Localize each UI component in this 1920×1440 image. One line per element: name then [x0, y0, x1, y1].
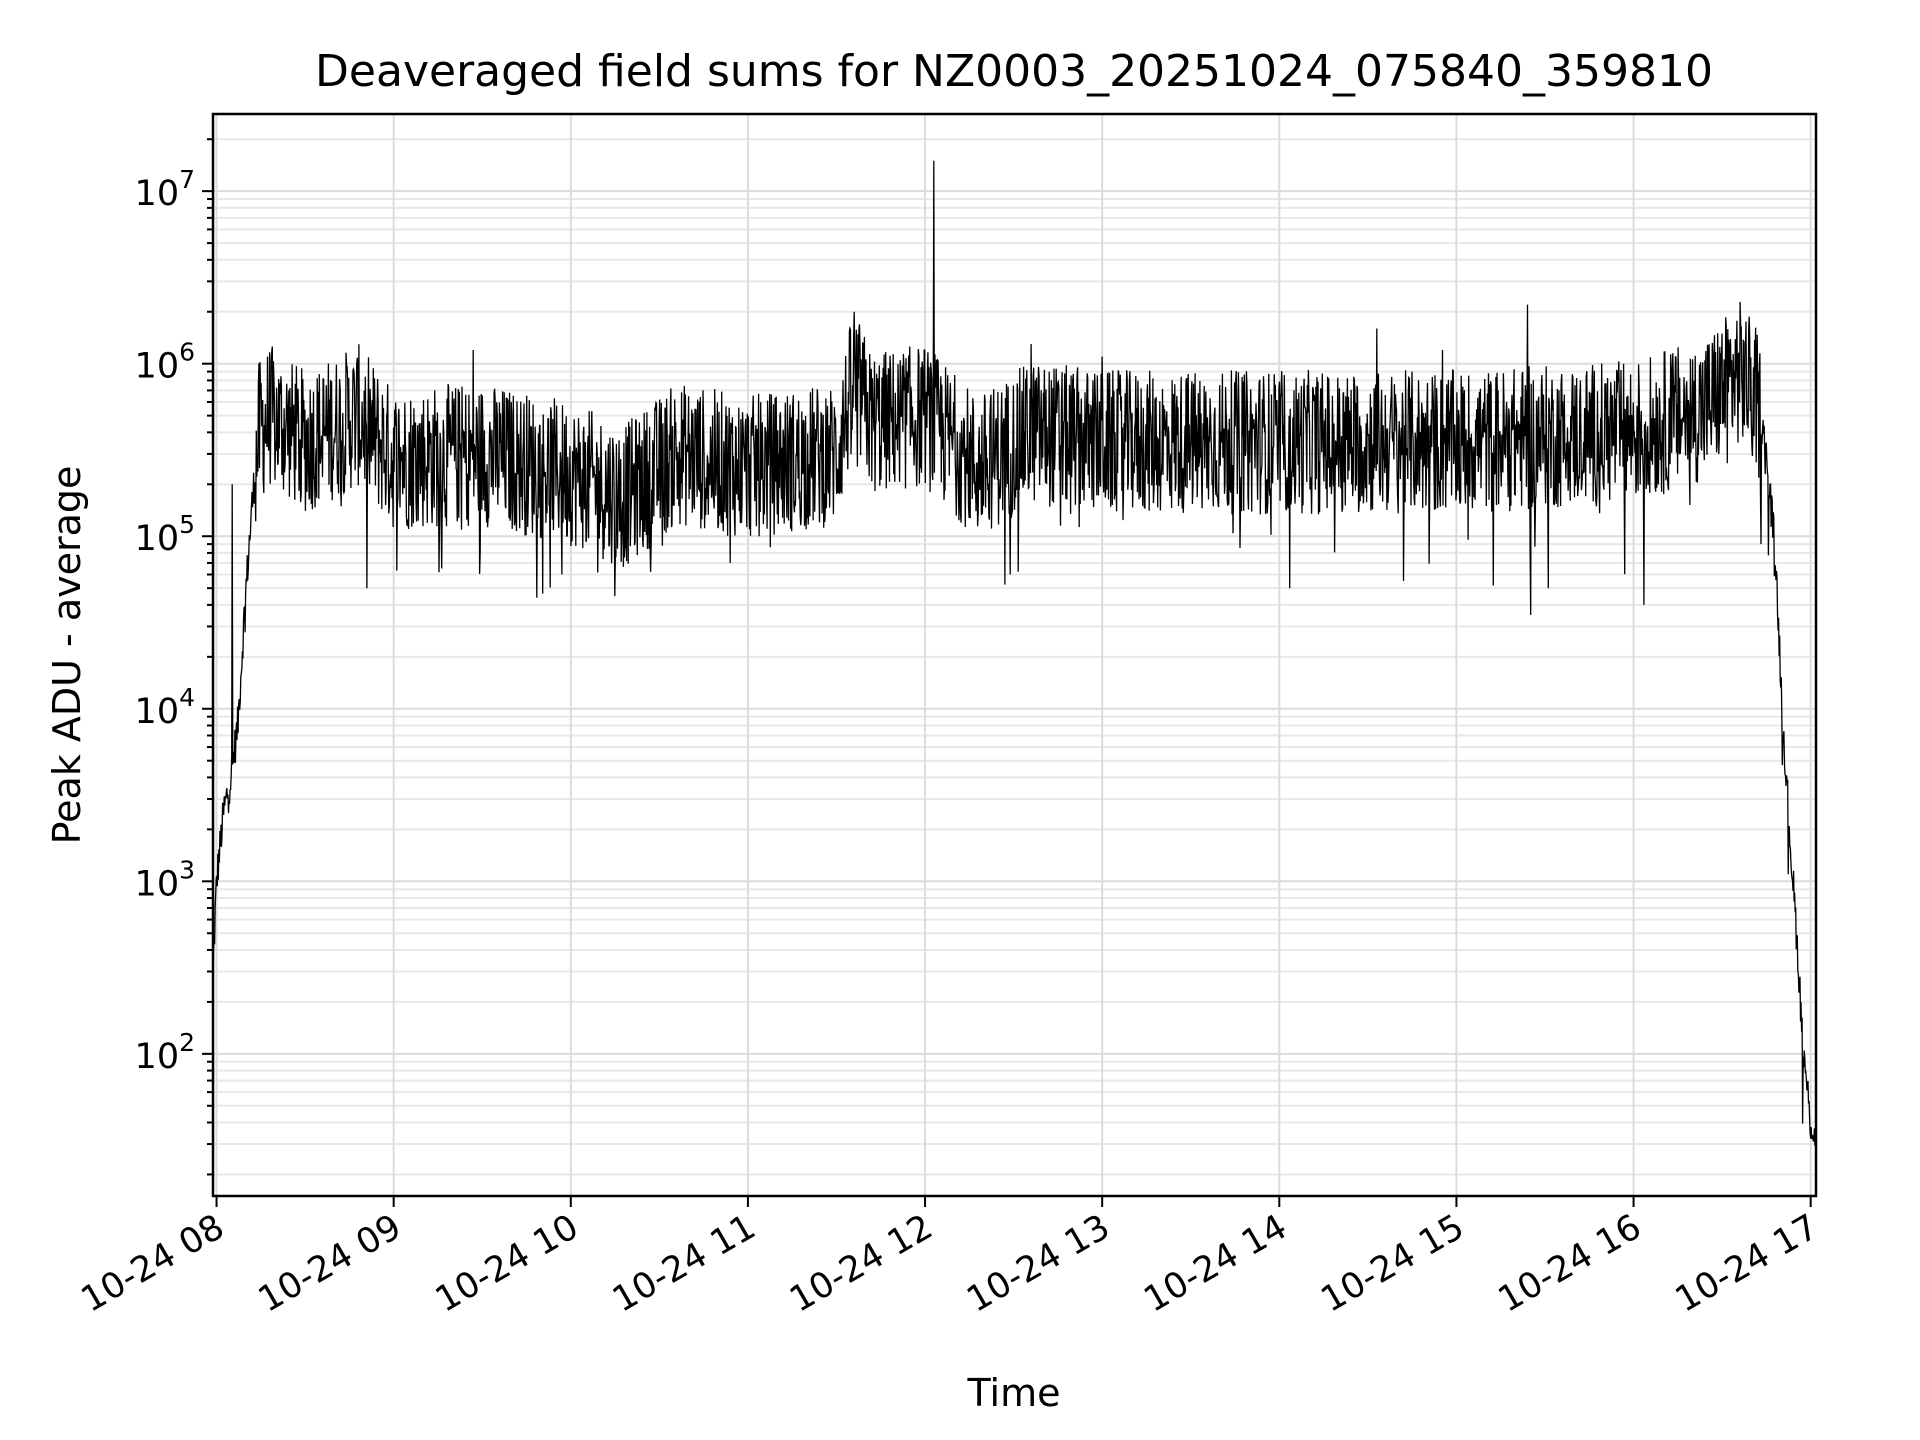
series-layer — [212, 160, 1817, 1146]
chart-title: Deaveraged field sums for NZ0003_2025102… — [315, 46, 1713, 97]
x-axis-label: Time — [967, 1371, 1061, 1415]
y-tick-label: 107 — [135, 165, 195, 214]
y-tick-label: 104 — [135, 683, 195, 732]
y-tick-label: 105 — [135, 510, 195, 559]
y-tick-label: 102 — [135, 1028, 195, 1077]
y-axis-label: Peak ADU - average — [45, 466, 89, 845]
plot-frame — [211, 112, 1818, 1198]
y-tick-label: 106 — [135, 338, 195, 387]
series-line — [212, 160, 1817, 1146]
y-tick-label: 103 — [135, 855, 195, 904]
